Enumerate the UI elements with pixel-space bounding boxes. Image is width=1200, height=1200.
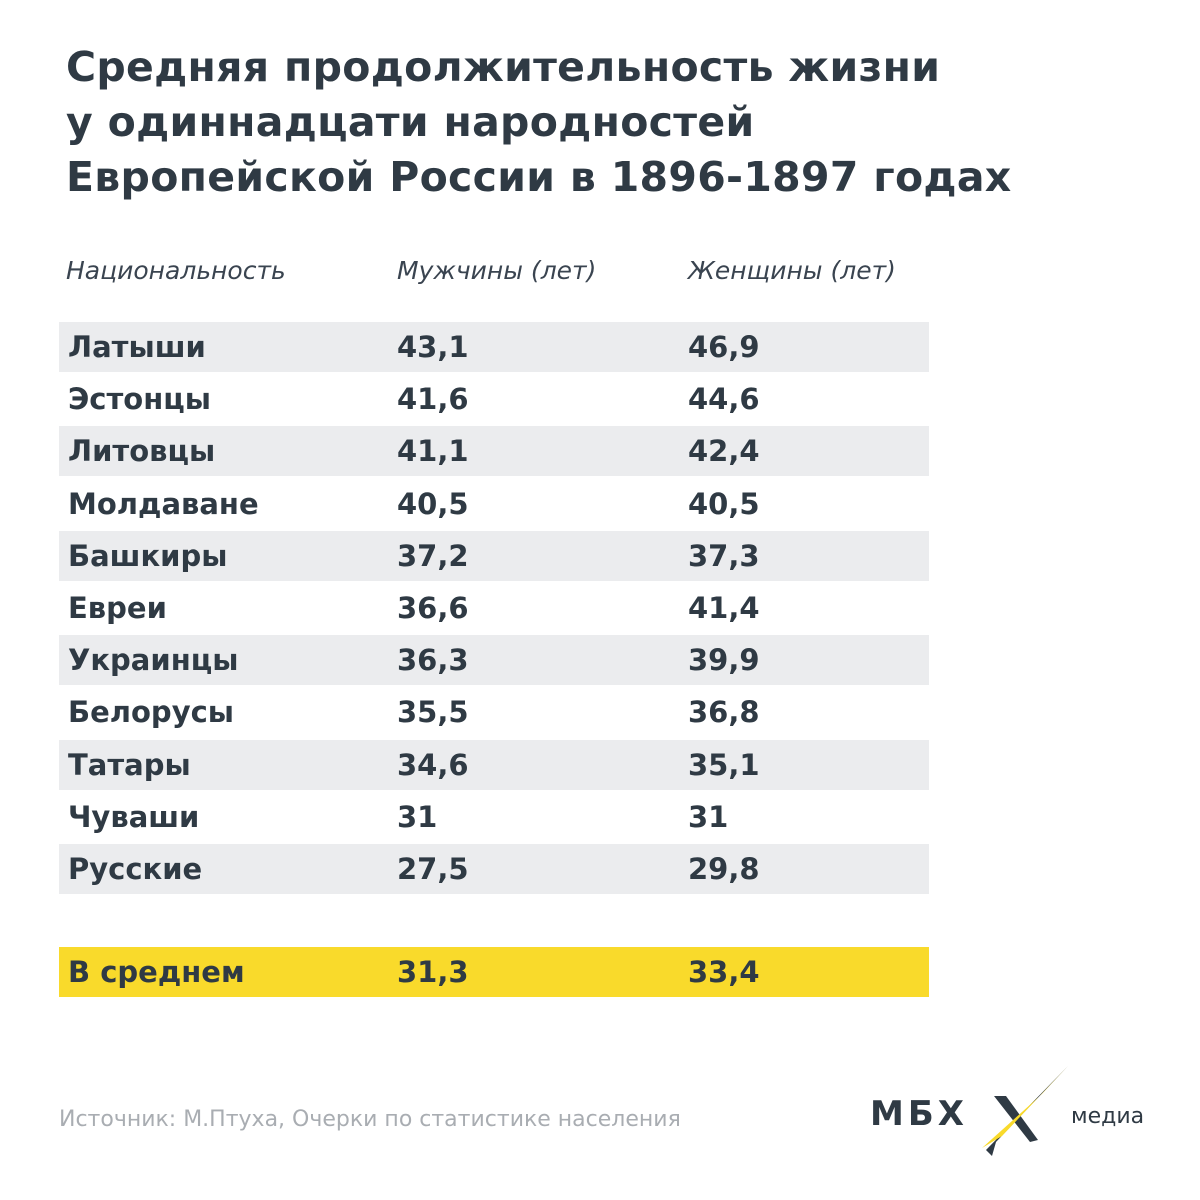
cell-men: 40,5 <box>397 486 469 521</box>
cell-women: 46,9 <box>688 330 760 364</box>
cell-nationality: Русские <box>68 852 203 886</box>
cell-women: 37,3 <box>688 538 760 573</box>
cell-women: 35,1 <box>688 747 760 782</box>
table-row: Башкиры 37,2 37,3 <box>59 530 929 581</box>
cell-women: 39,9 <box>688 643 760 678</box>
cell-nationality: Латыши <box>68 330 206 364</box>
cell-men: 37,2 <box>397 538 469 573</box>
cell-women: 41,4 <box>688 591 760 625</box>
table-row: Латыши 43,1 46,9 <box>59 322 929 372</box>
title-line: Европейской России в 1896-1897 годах <box>66 153 1012 201</box>
source-note: Источник: М.Птуха, Очерки по статистике … <box>59 1107 681 1132</box>
average-men: 31,3 <box>397 955 469 989</box>
cell-nationality: Эстонцы <box>68 382 211 417</box>
cell-women: 44,6 <box>688 382 760 417</box>
cell-nationality: Татары <box>68 747 191 782</box>
table-row: Эстонцы 41,6 44,6 <box>59 374 929 424</box>
table-row: Русские 27,5 29,8 <box>59 844 929 894</box>
cell-women: 36,8 <box>688 695 760 730</box>
cell-women: 31 <box>688 799 729 834</box>
cell-nationality: Литовцы <box>68 434 216 469</box>
cell-men: 41,1 <box>397 434 469 469</box>
logo: МБХ медиа <box>866 1064 1156 1164</box>
title-line: Средняя продолжительность жизни <box>66 43 941 91</box>
table-row: Молдаване 40,5 40,5 <box>59 479 929 529</box>
logo-text-media: медиа <box>1071 1104 1145 1129</box>
average-label: В среднем <box>68 955 245 989</box>
cell-nationality: Украинцы <box>68 643 239 678</box>
table-row: Евреи 36,6 41,4 <box>59 583 929 633</box>
column-header-men: Мужчины (лет) <box>397 256 597 285</box>
cell-men: 36,6 <box>397 591 469 625</box>
cell-men: 36,3 <box>397 643 469 678</box>
table-row: Белорусы 35,5 36,8 <box>59 687 929 737</box>
cell-women: 40,5 <box>688 486 760 521</box>
table-row: Литовцы 41,1 42,4 <box>59 426 929 477</box>
cell-nationality: Белорусы <box>68 695 235 730</box>
title-line: у одиннадцати народностей <box>66 98 755 146</box>
logo-x-icon <box>982 1066 1068 1156</box>
cell-men: 43,1 <box>397 330 469 364</box>
logo-text-mbx: МБХ <box>870 1094 968 1134</box>
cell-nationality: Чуваши <box>68 799 200 834</box>
cell-men: 34,6 <box>397 747 469 782</box>
cell-nationality: Молдаване <box>68 486 259 521</box>
cell-men: 31 <box>397 799 438 834</box>
page-title: Средняя продолжительность жизни у одинна… <box>66 40 1012 205</box>
cell-nationality: Башкиры <box>68 538 228 573</box>
cell-men: 27,5 <box>397 852 469 886</box>
cell-nationality: Евреи <box>68 591 167 625</box>
table-row: Чуваши 31 31 <box>59 792 929 842</box>
average-women: 33,4 <box>688 955 760 989</box>
cell-women: 29,8 <box>688 852 760 886</box>
column-header-nationality: Национальность <box>66 256 286 285</box>
table-row: Татары 34,6 35,1 <box>59 739 929 790</box>
cell-men: 41,6 <box>397 382 469 417</box>
column-header-women: Женщины (лет) <box>688 256 896 285</box>
cell-men: 35,5 <box>397 695 469 730</box>
average-row: В среднем 31,3 33,4 <box>59 947 929 997</box>
table-row: Украинцы 36,3 39,9 <box>59 635 929 686</box>
cell-women: 42,4 <box>688 434 760 469</box>
